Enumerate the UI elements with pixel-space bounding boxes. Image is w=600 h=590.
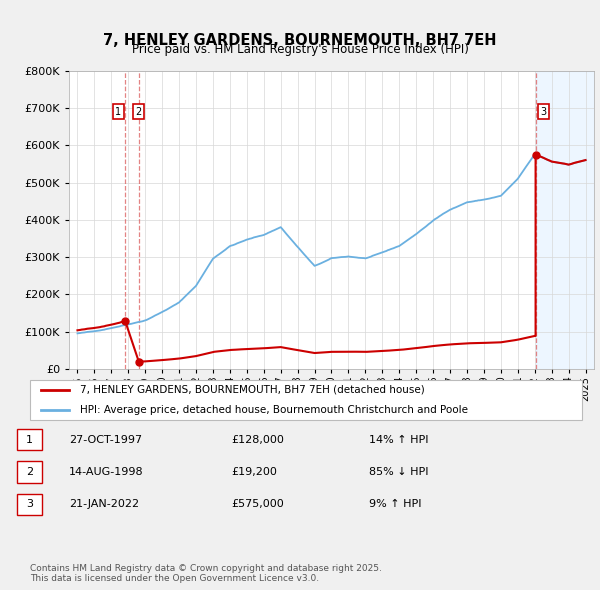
Text: £575,000: £575,000 bbox=[231, 500, 284, 509]
Text: 1: 1 bbox=[26, 435, 33, 444]
Text: £128,000: £128,000 bbox=[231, 435, 284, 444]
Text: 2: 2 bbox=[26, 467, 33, 477]
Text: HPI: Average price, detached house, Bournemouth Christchurch and Poole: HPI: Average price, detached house, Bour… bbox=[80, 405, 467, 415]
Text: 1: 1 bbox=[115, 107, 121, 117]
Text: 85% ↓ HPI: 85% ↓ HPI bbox=[369, 467, 428, 477]
Text: £19,200: £19,200 bbox=[231, 467, 277, 477]
Text: 7, HENLEY GARDENS, BOURNEMOUTH, BH7 7EH (detached house): 7, HENLEY GARDENS, BOURNEMOUTH, BH7 7EH … bbox=[80, 385, 424, 395]
Text: 7, HENLEY GARDENS, BOURNEMOUTH, BH7 7EH: 7, HENLEY GARDENS, BOURNEMOUTH, BH7 7EH bbox=[103, 32, 497, 48]
Text: 3: 3 bbox=[540, 107, 546, 117]
Text: 9% ↑ HPI: 9% ↑ HPI bbox=[369, 500, 421, 509]
Text: 21-JAN-2022: 21-JAN-2022 bbox=[69, 500, 139, 509]
Text: 3: 3 bbox=[26, 500, 33, 509]
Text: 14% ↑ HPI: 14% ↑ HPI bbox=[369, 435, 428, 444]
Text: 2: 2 bbox=[136, 107, 142, 117]
Bar bbox=[536, 71, 594, 369]
Text: 27-OCT-1997: 27-OCT-1997 bbox=[69, 435, 142, 444]
FancyBboxPatch shape bbox=[30, 380, 582, 419]
Text: Price paid vs. HM Land Registry's House Price Index (HPI): Price paid vs. HM Land Registry's House … bbox=[131, 43, 469, 56]
Text: Contains HM Land Registry data © Crown copyright and database right 2025.
This d: Contains HM Land Registry data © Crown c… bbox=[30, 564, 382, 583]
Text: 14-AUG-1998: 14-AUG-1998 bbox=[69, 467, 143, 477]
